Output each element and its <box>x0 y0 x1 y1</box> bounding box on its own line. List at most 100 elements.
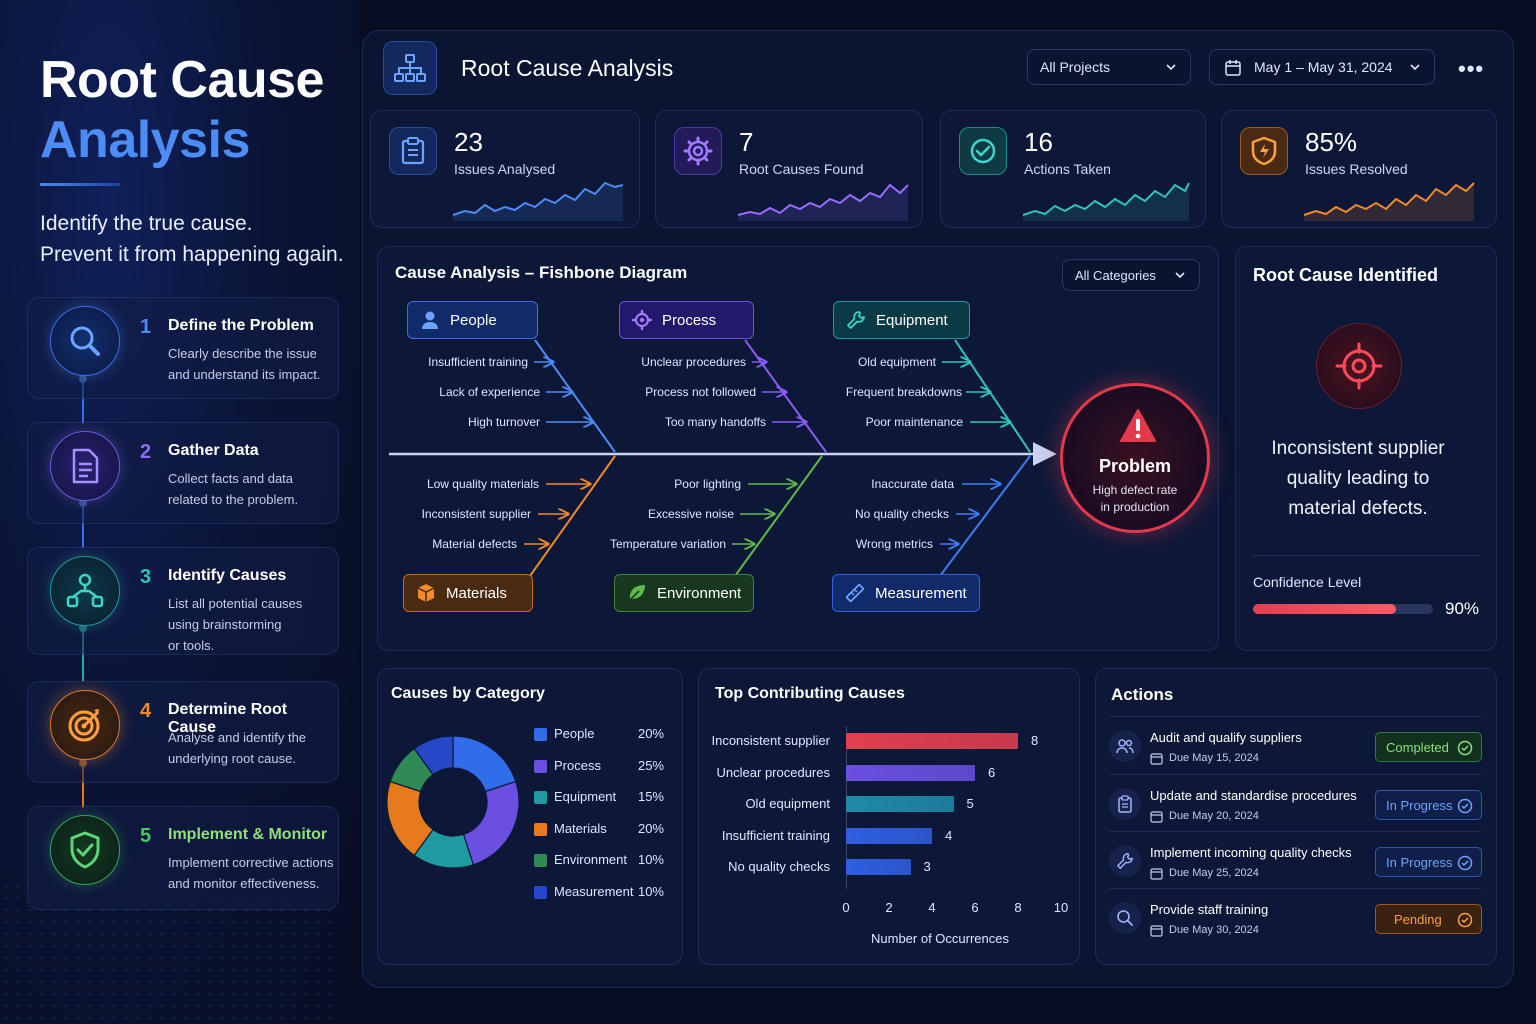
step-desc-line: using brainstorming <box>168 617 282 632</box>
fishbone-category-equipment[interactable]: Equipment <box>833 301 970 339</box>
action-title: Update and standardise procedures <box>1150 788 1357 803</box>
cause-label: Material defects <box>432 537 517 551</box>
check-circle-icon <box>1457 740 1473 756</box>
legend-swatch <box>534 791 547 804</box>
step-desc-line: or tools. <box>168 638 215 653</box>
legend-item[interactable]: Materials 20% <box>534 821 664 839</box>
confidence-bar-fill <box>1253 604 1396 614</box>
root-cause-line: Inconsistent supplier <box>1271 438 1445 459</box>
legend-swatch <box>534 854 547 867</box>
hero-title: Root Cause Analysis <box>40 50 324 170</box>
status-badge[interactable]: Completed <box>1375 732 1482 762</box>
cause-label: Low quality materials <box>426 477 539 491</box>
step-number: 3 <box>140 566 152 588</box>
check-circle-icon <box>1457 912 1473 928</box>
status-badge[interactable]: Pending <box>1375 904 1482 934</box>
bar-value-label: 3 <box>923 859 931 875</box>
x-tick: 10 <box>1053 900 1069 915</box>
problem-node[interactable]: Problem High defect rate in production <box>1060 383 1210 533</box>
fishbone-category-materials[interactable]: Materials <box>403 574 533 612</box>
step-card-gather[interactable]: 2 Gather Data Collect facts and data rel… <box>27 422 339 524</box>
status-badge[interactable]: In Progress <box>1375 847 1482 877</box>
problem-description: High defect rate in production <box>1063 482 1207 516</box>
users-icon <box>1109 730 1141 762</box>
wrench-icon <box>1109 845 1141 877</box>
donut-slice-people[interactable] <box>452 735 517 793</box>
date-range-value: May 1 – May 31, 2024 <box>1254 59 1393 75</box>
bar[interactable] <box>846 796 954 813</box>
legend-value: 20% <box>637 820 664 836</box>
legend-item[interactable]: Process 25% <box>534 758 664 776</box>
fishbone-category-environment[interactable]: Environment <box>614 574 754 612</box>
step-description: Collect facts and data related to the pr… <box>168 468 338 510</box>
step-card-implement[interactable]: 5 Implement & Monitor Implement correcti… <box>27 806 339 910</box>
legend-label: People <box>554 726 595 741</box>
step-desc-line: and monitor effectiveness. <box>168 876 320 891</box>
chevron-down-icon <box>1166 64 1176 71</box>
cause-label: Insufficient training <box>428 355 528 369</box>
legend-label: Materials <box>554 820 607 836</box>
bar-value-label: 8 <box>1031 733 1039 748</box>
top-causes-panel <box>698 668 1080 965</box>
bar-value-label: 5 <box>966 796 974 812</box>
kpi-card-root-causes: 7 Root Causes Found <box>655 110 923 228</box>
fishbone-category-measurement[interactable]: Measurement <box>832 574 980 612</box>
fishbone-category-process[interactable]: Process <box>619 301 754 339</box>
step-card-identify[interactable]: 3 Identify Causes List all potential cau… <box>27 547 339 655</box>
bar-category-label: Insufficient training <box>721 827 830 843</box>
root-cause-line: quality leading to <box>1286 468 1430 489</box>
cause-label: Inaccurate data <box>871 477 954 491</box>
hero-divider <box>40 183 120 186</box>
step-desc-line: Collect facts and data <box>168 471 294 486</box>
project-filter-select[interactable]: All Projects <box>1027 49 1191 85</box>
x-axis-ticks: 0 2 4 6 8 10 <box>0 900 1536 920</box>
cause-label: Excessive noise <box>647 507 734 521</box>
step-description: List all potential causes using brainsto… <box>168 593 338 656</box>
legend-item[interactable]: People 20% <box>534 726 664 744</box>
hero-title-line1: Root Cause <box>40 51 324 109</box>
legend-item[interactable]: Equipment 15% <box>534 789 664 807</box>
more-options-button[interactable]: ••• <box>1458 56 1485 81</box>
legend-label: Equipment <box>554 789 617 804</box>
kpi-sparkline <box>1303 182 1475 221</box>
status-text: In Progress <box>1386 797 1453 813</box>
confidence-value: 90% <box>1445 599 1480 618</box>
action-item[interactable]: Implement incoming quality checks Due Ma… <box>1109 833 1482 889</box>
bar-category-label: Old equipment <box>745 796 830 812</box>
top-causes-title: Top Contributing Causes <box>715 685 905 702</box>
action-item[interactable]: Provide staff training Due May 30, 2024 … <box>1109 890 1482 946</box>
legend-item[interactable]: Measurement 10% <box>534 884 664 902</box>
step-card-define[interactable]: 1 Define the Problem Clearly describe th… <box>27 297 339 399</box>
legend-swatch <box>534 759 547 773</box>
action-title: Audit and qualify suppliers <box>1150 730 1302 745</box>
cause-label: Unclear procedures <box>641 355 746 369</box>
check-circle-icon <box>1457 855 1473 871</box>
bar[interactable] <box>846 859 911 876</box>
hierarchy-icon[interactable] <box>383 41 437 95</box>
bar[interactable] <box>846 764 975 781</box>
action-item[interactable]: Audit and qualify suppliers Due May 15, … <box>1109 718 1482 774</box>
cause-label: Inconsistent supplier <box>421 507 531 521</box>
step-connector <box>82 766 84 808</box>
date-range-select[interactable]: May 1 – May 31, 2024 <box>1209 49 1435 85</box>
bar[interactable] <box>846 827 932 844</box>
x-tick: 4 <box>928 900 936 915</box>
x-tick: 8 <box>1014 900 1022 915</box>
category-filter-select[interactable]: All Categories <box>1062 259 1200 291</box>
category-label: Measurement <box>875 584 967 602</box>
divider <box>1109 831 1482 832</box>
problem-desc-line: in production <box>1100 500 1170 514</box>
divider <box>1109 774 1482 775</box>
app-title: Root Cause Analysis <box>461 55 674 81</box>
status-badge[interactable]: In Progress <box>1375 790 1482 820</box>
category-label: Environment <box>657 584 742 602</box>
legend-item[interactable]: Environment 10% <box>534 852 664 870</box>
donut-slice-measurement[interactable] <box>413 735 454 776</box>
fishbone-category-people[interactable]: People <box>407 301 538 339</box>
bar[interactable] <box>846 733 1018 749</box>
donut-slice-process[interactable] <box>462 780 520 866</box>
action-item[interactable]: Update and standardise procedures Due Ma… <box>1109 776 1482 832</box>
step-card-determine[interactable]: 4 Determine Root Cause Analyse and ident… <box>27 681 339 783</box>
step-connector <box>82 382 84 424</box>
